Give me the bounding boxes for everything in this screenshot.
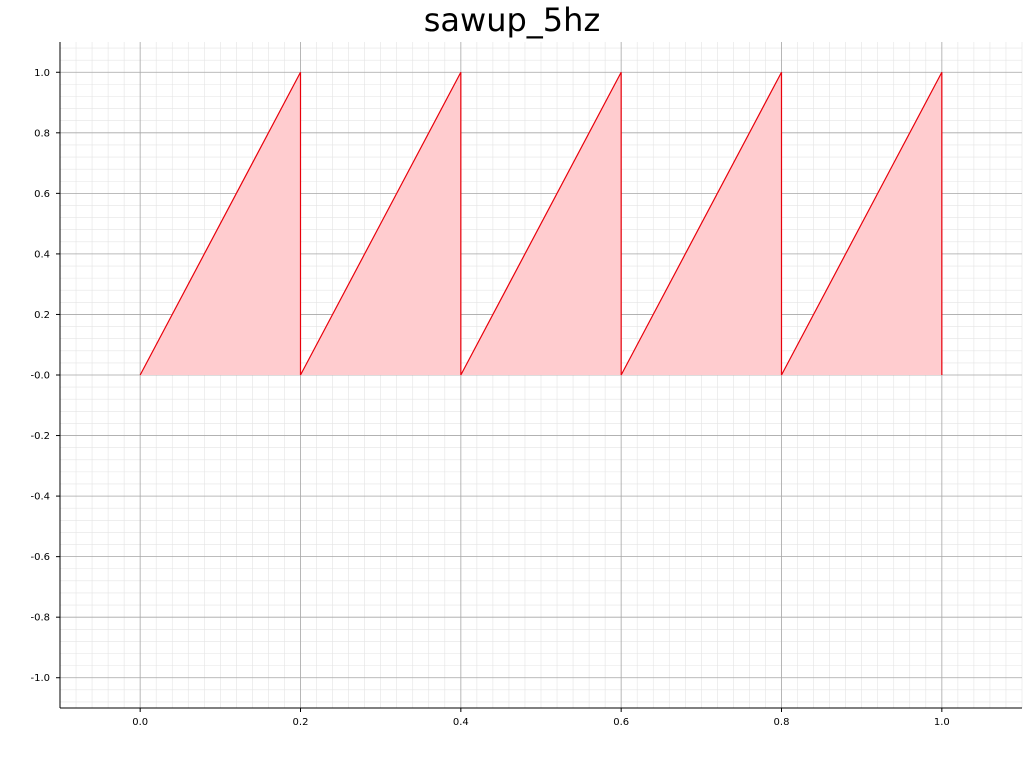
y-tick-label: 0.8: [34, 128, 50, 139]
x-tick-label: 0.2: [293, 717, 309, 728]
y-tick-label: 0.4: [34, 249, 50, 260]
y-tick-label: -1.0: [30, 673, 50, 684]
y-tick-label: 0.6: [34, 189, 50, 200]
chart-title: sawup_5hz: [423, 1, 601, 39]
y-tick-label: -0.2: [30, 431, 50, 442]
y-tick-label: -0.8: [30, 613, 50, 624]
y-tick-label: 0.2: [34, 310, 50, 321]
y-tick-label: -0.4: [30, 492, 50, 503]
x-tick-label: 0.4: [453, 717, 469, 728]
y-tick-label: -0.0: [30, 371, 50, 382]
y-tick-label: -0.6: [30, 552, 50, 563]
x-axis-ticks: 0.0 0.2 0.4 0.6 0.8 1.0: [132, 708, 950, 728]
x-tick-label: 0.0: [132, 717, 148, 728]
series-layer: [139, 71, 943, 376]
x-tick-label: 0.8: [774, 717, 790, 728]
x-tick-label: 0.6: [613, 717, 629, 728]
x-tick-label: 1.0: [934, 717, 950, 728]
y-axis-ticks: 1.0 0.8 0.6 0.4 0.2 -0.0 -0.2 -0.4 -0.6 -0.8 -1.0: [30, 68, 60, 684]
y-tick-label: 1.0: [34, 68, 50, 79]
series-line: [139, 71, 943, 376]
